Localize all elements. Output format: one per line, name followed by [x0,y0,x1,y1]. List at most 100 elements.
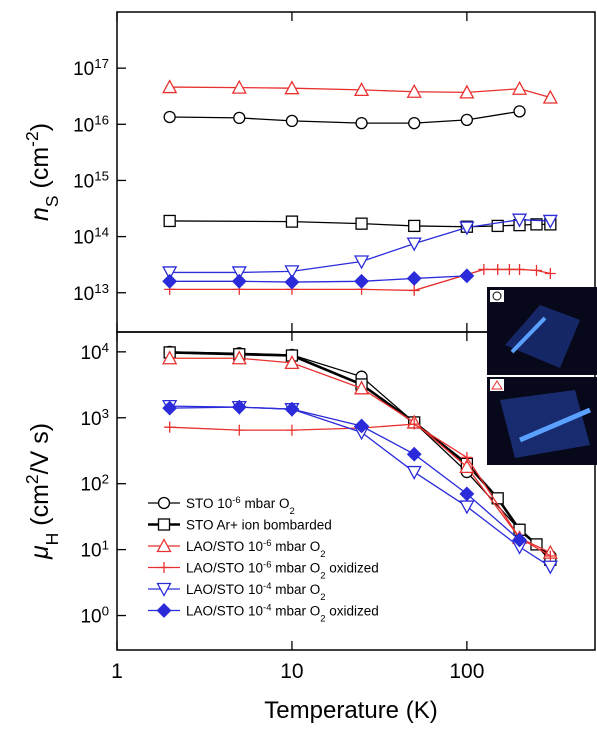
marker [459,84,475,99]
text-part: /V s) [26,423,54,474]
text-part: mbar O [271,582,320,597]
text-part: LAO/STO 10 [186,582,263,597]
text-part: -6 [232,495,240,506]
marker [408,116,421,130]
marker [408,284,420,296]
marker [284,80,300,95]
legend-marker [156,582,172,597]
plot-frame [116,331,596,651]
y-tick-label: 1015 [73,168,109,193]
text-part: 13 [94,280,109,295]
marker [408,418,420,430]
marker [408,219,421,233]
marker [503,263,515,275]
legend-label: LAO/STO 10-4 mbar O2 oxidized [186,602,379,624]
sample-glow [505,305,580,368]
marker [478,263,490,275]
photo-tag-triangle [491,380,503,390]
marker [459,486,475,502]
photo-tag [490,290,504,302]
marker [530,218,543,231]
text-part: 10 [80,409,101,430]
text-part: 2 [289,506,294,517]
text-part: 10 [73,115,94,136]
marker [461,451,473,463]
marker [231,399,247,415]
marker [231,266,247,281]
series-line [169,219,551,274]
text-part: S [42,195,62,207]
text-part: 15 [94,168,109,183]
text-part: mbar O [241,496,290,511]
marker [512,532,527,548]
marker [354,418,369,434]
marker [544,550,556,562]
marker [162,400,178,416]
marker [511,213,528,228]
y-tick-label: 1017 [73,56,109,81]
marker [163,214,176,228]
text-part: 10 [73,228,94,249]
marker [231,350,247,365]
text-part: 2 [320,570,325,581]
marker [406,446,422,462]
text-part: 2 [320,613,325,624]
plot-frame [116,11,596,333]
marker [406,83,422,98]
y-axis-label: μH (cm2/V s) [22,423,62,560]
text-part: 2 [102,471,109,486]
legend-label: LAO/STO 10-4 mbar O2 [186,581,325,603]
text-part: 16 [94,112,109,127]
text-part: 2 [320,592,325,603]
legend-label: STO Ar+ ion bombarded [186,518,332,533]
legend-marker [157,518,171,531]
marker [544,268,556,280]
legend-marker [158,562,170,573]
text-part: mbar O [271,604,320,619]
text-part: 10 [80,343,101,364]
marker [542,560,558,575]
marker [406,237,422,252]
marker [284,355,300,370]
marker [406,465,422,480]
marker [285,114,299,128]
text-part: mbar O [271,561,320,576]
marker [460,113,474,127]
legend-label: LAO/STO 10-6 mbar O2 [186,538,325,560]
sample-edge [510,316,547,354]
x-tick-label: 100 [449,660,484,683]
text-part: 17 [94,56,109,71]
y-tick-label: 100 [80,603,109,628]
legend-marker [156,603,172,618]
text-part: mbar O [271,539,320,554]
text-part: 4 [102,339,109,354]
y-tick-label: 102 [80,471,109,496]
marker [162,350,178,365]
marker [284,401,300,417]
inset-photos [487,287,597,465]
photo-tag-circle [492,291,502,301]
y-tick-label: 1013 [73,280,109,305]
marker [286,424,298,436]
text-part: μ [26,545,54,560]
marker [459,458,475,474]
marker [233,424,245,436]
marker [530,264,542,276]
legend-marker [157,496,171,510]
text-part: -4 [263,602,271,613]
marker [355,116,368,130]
series-line [169,423,551,557]
marker [231,273,247,289]
y-tick-label: 1016 [73,112,109,137]
marker [353,82,370,97]
y-axis-label: nS (cm-2) [22,123,62,221]
y-tick-label: 103 [80,405,109,430]
marker [285,215,299,228]
marker [162,79,178,94]
series-line [169,86,551,99]
text-part: -6 [263,559,271,570]
marker [459,268,475,284]
marker [233,111,246,125]
text-part: oxidized [325,604,378,619]
